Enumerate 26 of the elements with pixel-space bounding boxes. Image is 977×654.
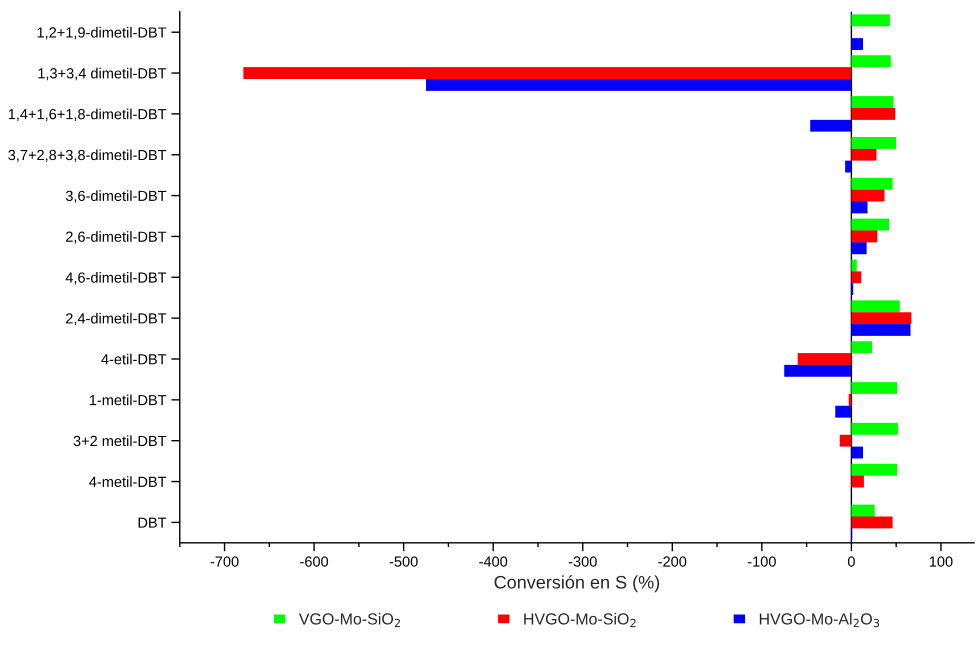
y-tick-label: 4-metil-DBT [89, 476, 166, 487]
legend-label: HVGO-Mo-Al$_{2}$O$_{3}$ [760, 612, 880, 628]
x-tick-label: -400 [479, 556, 508, 567]
x-tick-label: 100 [930, 556, 953, 567]
y-tick-label: DBT [138, 518, 166, 528]
x-tick-label: -500 [390, 556, 418, 567]
y-tick-label: 2,6-dimetil-DBT [66, 231, 166, 244]
x-tick-label: 0 [848, 556, 855, 567]
legend-label: HVGO-Mo-SiO$_{2}$ [524, 612, 636, 628]
y-tick-label: 4-etil-DBT [101, 354, 166, 364]
x-axis-title: Conversión en S (%) [494, 575, 660, 592]
x-tick-label: -700 [210, 556, 239, 567]
x-tick-label: -600 [300, 556, 328, 567]
x-tick-label: -200 [658, 556, 686, 567]
y-tick-label: 2,4-dimetil-DBT [66, 312, 166, 326]
y-tick-label: 1,3+3,4 dimetil-DBT [38, 68, 166, 80]
y-tick-label: 1-metil-DBT [90, 394, 166, 406]
x-tick-label: -100 [748, 556, 776, 567]
legend-label: VGO-Mo-SiO$_{2}$ [298, 612, 400, 628]
y-tick-label: 1,2+1,9-dimetil-DBT [38, 26, 166, 40]
y-tick-label: 3,6-dimetil-DBT [66, 190, 166, 203]
y-tick-label: 1,4+1,6+1,8-dimetil-DBT [8, 108, 166, 122]
y-tick-label: 4,6-dimetil-DBT [66, 272, 166, 284]
y-tick-label: 3,7+2,8+3,8-dimetil-DBT [8, 149, 166, 162]
x-tick-label: -300 [568, 556, 597, 567]
y-tick-label: 3+2 metil-DBT [74, 435, 166, 446]
